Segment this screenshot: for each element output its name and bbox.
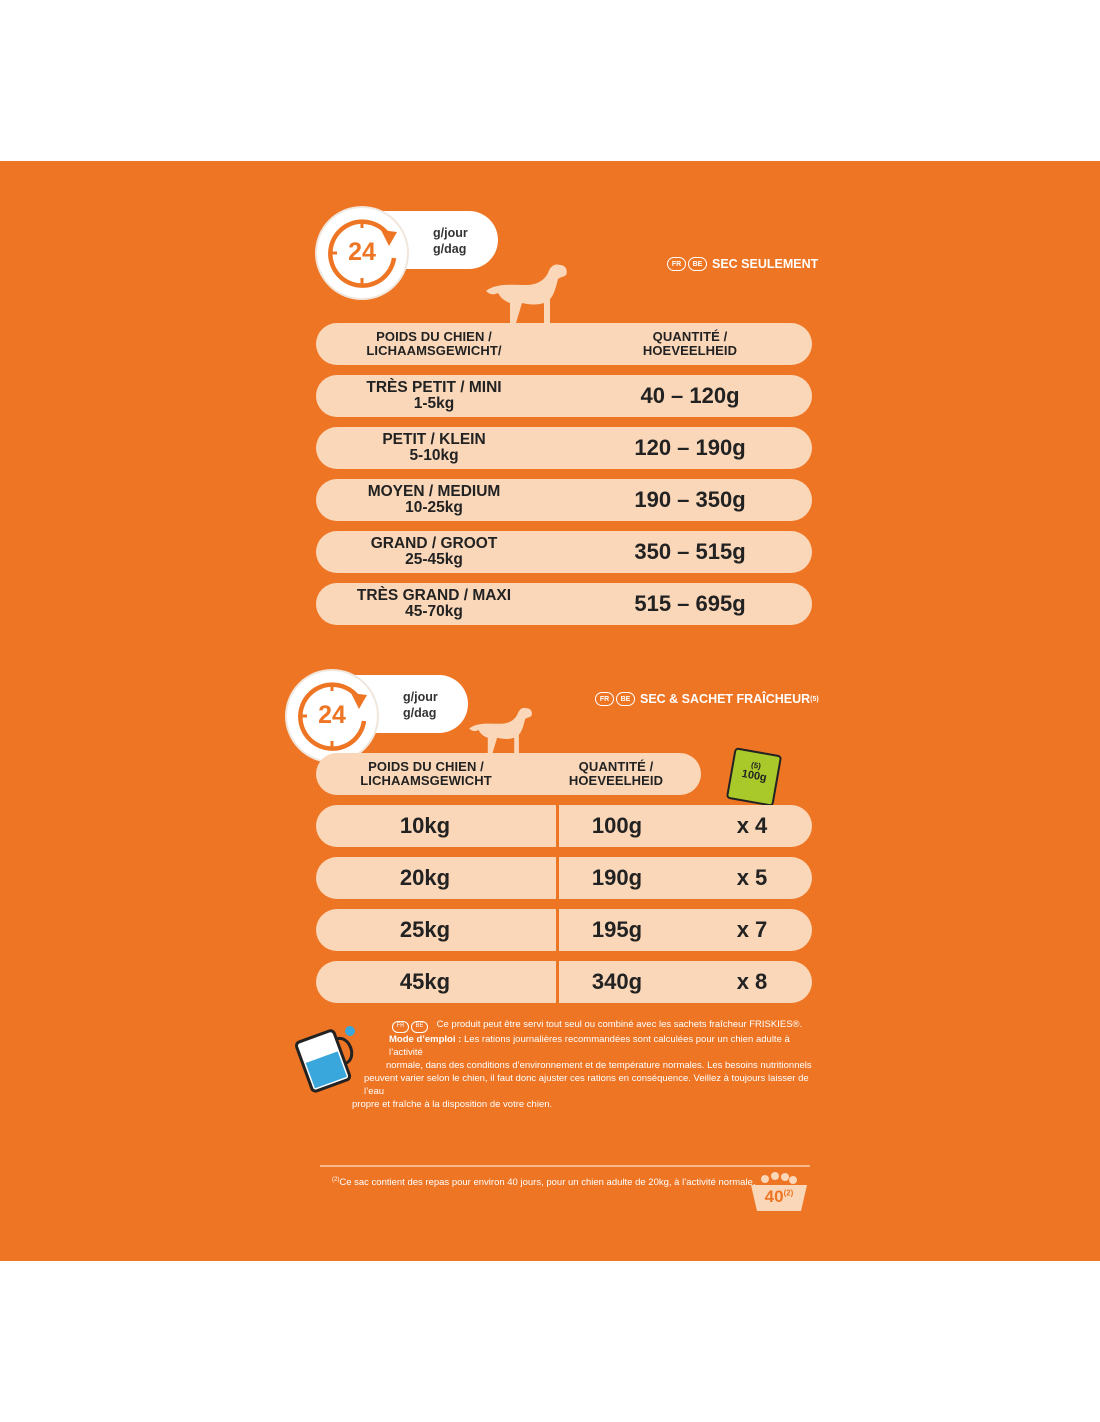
cell-divider	[556, 909, 559, 951]
pouch-count-cell: x 7	[736, 917, 768, 943]
pouch-count-cell: x 8	[736, 969, 768, 995]
badge-number: 24	[348, 238, 376, 266]
unit-nl: g/dag	[403, 706, 437, 720]
table-row: TRÈS PETIT / MINI 1-5kg 40 – 120g	[316, 375, 812, 417]
table-row: MOYEN / MEDIUM 10-25kg 190 – 350g	[316, 479, 812, 521]
section-title: SEC & SACHET FRAÎCHEUR	[640, 692, 811, 706]
table-header: POIDS DU CHIEN / LICHAAMSGEWICHT QUANTITÉ…	[316, 753, 701, 795]
table-row: GRAND / GROOT 25-45kg 350 – 515g	[316, 531, 812, 573]
instructions-line-2: normale, dans des conditions d’environne…	[386, 1059, 812, 1071]
title-footnote-ref: (5)	[810, 695, 819, 703]
table-row: 20kg 190g x 5	[316, 857, 812, 899]
badge-number: 24	[318, 701, 346, 729]
weight-header: POIDS DU CHIEN / LICHAAMSGEWICHT	[360, 759, 492, 788]
table-row: 10kg 100g x 4	[316, 805, 812, 847]
table-row: TRÈS GRAND / MAXI 45-70kg 515 – 695g	[316, 583, 812, 625]
table-row: PETIT / KLEIN 5-10kg 120 – 190g	[316, 427, 812, 469]
water-jug-icon	[294, 1026, 355, 1093]
bowl-shape-icon	[751, 1172, 807, 1211]
quantity-cell: 515 – 695g	[634, 591, 746, 617]
instructions-intro: Ce produit peut être servi tout seul ou …	[436, 1019, 803, 1030]
instructions-label: Mode d’emploi :	[389, 1033, 462, 1045]
footnote-divider	[320, 1165, 810, 1167]
cell-divider	[556, 805, 559, 847]
size-cell: GRAND / GROOT 25-45kg	[370, 534, 498, 568]
size-cell: PETIT / KLEIN 5-10kg	[382, 430, 486, 464]
lang-be-tag: BE	[616, 692, 635, 706]
pouch-count-cell: x 4	[736, 813, 768, 839]
section-title: SEC SEULEMENT	[712, 257, 819, 271]
section-title-1: FR BE SEC SEULEMENT	[667, 257, 818, 271]
weight-cell: 10kg	[399, 813, 451, 839]
instructions-line-3: peuvent varier selon le chien, il faut d…	[364, 1072, 809, 1097]
table-row: 45kg 340g x 8	[316, 961, 812, 1003]
food-bowl-icon: 40(2)	[745, 1167, 813, 1215]
size-cell: MOYEN / MEDIUM 10-25kg	[367, 482, 501, 516]
feeding-guide-panel: g/jour g/dag 24 FR BE SEC SEULEMENT POID…	[0, 161, 1100, 1261]
quantity-cell: 350 – 515g	[634, 539, 746, 565]
table-row: 25kg 195g x 7	[316, 909, 812, 951]
clock-arrow-icon	[298, 682, 367, 751]
size-cell: TRÈS GRAND / MAXI 45-70kg	[356, 586, 512, 620]
footnote-ref: (2)	[332, 1177, 340, 1183]
size-cell: TRÈS PETIT / MINI 1-5kg	[366, 378, 502, 412]
lang-be-tag: BE	[688, 257, 707, 271]
24-hour-badge: 24	[285, 669, 379, 763]
unit-label: g/jour g/dag	[403, 689, 438, 721]
dog-icon	[469, 707, 532, 754]
instructions-intro-line: FR BE Ce produit peut être servi tout seu…	[352, 1018, 812, 1033]
instructions: FR BE Ce produit peut être servi tout seu…	[352, 1018, 812, 1111]
instructions-line-4: propre et fraîche à la disposition de vo…	[352, 1098, 553, 1110]
quantity-cell: 120 – 190g	[634, 435, 746, 461]
instructions-line-1: Mode d’emploi : Les rations journalières…	[352, 1033, 812, 1059]
footnote: (2)Ce sac contient des repas pour enviro…	[332, 1174, 755, 1189]
footnote-text: Ce sac contient des repas pour environ 4…	[339, 1177, 756, 1189]
weight-cell: 45kg	[399, 969, 451, 995]
section-title-2: FR BE SEC & SACHET FRAÎCHEUR (5)	[595, 692, 819, 706]
unit-label: g/jour g/dag	[433, 225, 468, 257]
dog-icon	[486, 264, 567, 323]
quantity-cell: 40 – 120g	[640, 383, 740, 409]
quantity-cell: 100g	[591, 813, 643, 839]
lang-be-tag: BE	[411, 1020, 428, 1033]
lang-fr-tag: FR	[392, 1020, 409, 1033]
unit-fr: g/jour	[403, 690, 438, 704]
quantity-cell: 190g	[591, 865, 643, 891]
instructions-text-1: Les rations journalières recommandées so…	[389, 1033, 790, 1058]
pouch-icon: (5) 100g	[725, 747, 783, 807]
quantity-header: QUANTITÉ / HOEVEELHEID	[568, 759, 664, 788]
weight-cell: 25kg	[399, 917, 451, 943]
quantity-cell: 190 – 350g	[634, 487, 746, 513]
lang-fr-tag: FR	[595, 692, 614, 706]
pouch-count-cell: x 5	[736, 865, 768, 891]
clock-arrow-icon	[328, 219, 397, 288]
quantity-cell: 340g	[591, 969, 643, 995]
cell-divider	[556, 961, 559, 1003]
unit-nl: g/dag	[433, 242, 467, 256]
24-hour-badge: 24	[315, 206, 409, 300]
weight-header: POIDS DU CHIEN / LICHAAMSGEWICHT/	[366, 329, 502, 358]
table-header: POIDS DU CHIEN / LICHAAMSGEWICHT/ QUANTIT…	[316, 323, 812, 365]
quantity-cell: 195g	[591, 917, 643, 943]
lang-fr-tag: FR	[667, 257, 686, 271]
quantity-header: QUANTITÉ / HOEVEELHEID	[642, 329, 738, 358]
bowl-number: 40(2)	[764, 1187, 794, 1206]
unit-fr: g/jour	[433, 226, 468, 240]
weight-cell: 20kg	[399, 865, 451, 891]
cell-divider	[556, 857, 559, 899]
